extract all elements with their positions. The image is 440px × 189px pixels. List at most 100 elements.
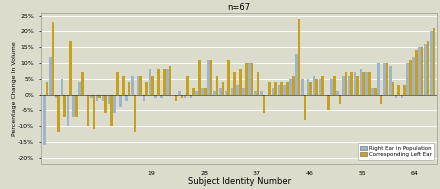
Bar [362,72,365,94]
Bar [75,94,78,117]
Bar [119,94,122,107]
X-axis label: Subject Identity Number: Subject Identity Number [187,177,291,186]
Bar [169,66,172,94]
Bar [202,88,204,94]
Bar [107,94,110,104]
Bar [342,76,345,94]
Bar [195,91,198,94]
Bar [175,94,177,101]
Bar [102,94,104,101]
Bar [207,60,210,94]
Bar [131,76,134,94]
Bar [61,79,63,94]
Bar [301,79,304,94]
Bar [298,19,301,95]
Bar [304,94,306,120]
Bar [180,94,183,98]
Bar [225,91,227,94]
Bar [254,91,257,94]
Bar [178,91,180,94]
Bar [348,76,351,94]
Bar [368,72,371,94]
Bar [160,94,163,98]
Bar [403,85,406,94]
Bar [198,60,201,94]
Bar [354,72,356,94]
Bar [280,82,283,94]
Bar [51,22,54,94]
Bar [92,94,95,129]
Bar [245,63,248,94]
Bar [383,63,385,94]
Bar [99,94,101,98]
Bar [242,88,245,94]
Bar [400,94,403,98]
Bar [114,94,116,113]
Bar [412,57,415,94]
Bar [137,76,139,94]
Bar [192,88,195,94]
Bar [263,94,265,113]
Bar [134,94,136,132]
Bar [345,72,347,94]
Bar [339,94,341,104]
Bar [104,94,107,113]
Bar [248,63,251,94]
Bar [385,63,388,94]
Bar [210,60,213,94]
Bar [66,94,69,126]
Bar [415,50,418,94]
Bar [236,85,239,94]
Bar [271,88,274,94]
Bar [163,69,165,94]
Bar [321,76,324,94]
Bar [359,69,362,94]
Bar [397,85,400,94]
Bar [145,82,148,94]
Bar [55,94,58,98]
Bar [227,60,230,94]
Bar [260,91,263,94]
Bar [90,94,92,98]
Bar [81,72,84,94]
Bar [125,94,128,101]
Bar [374,88,377,94]
Bar [219,88,222,94]
Bar [389,66,392,94]
Bar [46,82,48,94]
Bar [395,94,397,98]
Bar [309,82,312,94]
Bar [49,57,51,94]
Bar [289,79,292,94]
Bar [87,94,89,126]
Bar [333,76,336,94]
Bar [286,82,289,94]
Bar [96,94,99,101]
Bar [122,76,125,94]
Bar [154,94,157,98]
Bar [313,76,315,94]
Bar [433,28,435,94]
Bar [278,85,280,94]
Bar [251,63,253,94]
Bar [371,88,374,94]
Bar [274,82,277,94]
Bar [43,94,46,145]
Bar [63,94,66,117]
Bar [418,47,421,94]
Legend: Right Ear in Population, Corresponding Left Ear: Right Ear in Population, Corresponding L… [358,143,434,160]
Bar [292,76,294,94]
Bar [187,76,189,94]
Bar [330,79,333,94]
Bar [315,79,318,94]
Bar [157,69,160,94]
Bar [430,32,433,94]
Bar [427,41,429,94]
Bar [110,94,113,126]
Bar [69,41,72,94]
Bar [116,72,119,94]
Bar [143,94,145,101]
Bar [295,53,298,94]
Bar [424,44,427,94]
Bar [421,47,423,94]
